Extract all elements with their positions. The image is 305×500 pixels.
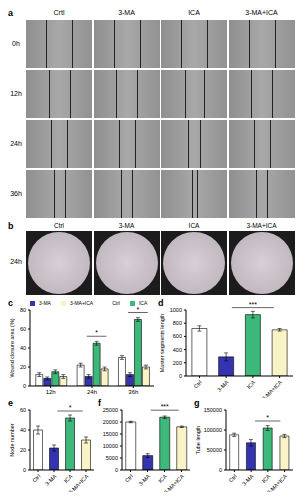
svg-text:400: 400	[173, 347, 182, 353]
html-text:b: b	[8, 221, 14, 231]
svg-text:Ctrl: Ctrl	[228, 473, 238, 483]
svg-text:15000: 15000	[103, 431, 118, 437]
svg-text:0: 0	[23, 383, 26, 389]
svg-text:40: 40	[20, 427, 26, 433]
svg-text:40: 40	[20, 345, 26, 351]
html-text:Ctrl: Ctrl	[53, 222, 64, 229]
svg-text:100000: 100000	[204, 427, 222, 433]
svg-text:*: *	[266, 414, 269, 421]
html-text:3-MA: 3-MA	[118, 9, 135, 16]
html-text:ICA: ICA	[188, 222, 200, 229]
html-text:f: f	[98, 398, 101, 408]
svg-text:3-MA+ICA: 3-MA+ICA	[67, 473, 90, 492]
svg-text:12h: 12h	[46, 389, 56, 395]
html-text:ICA: ICA	[188, 9, 200, 16]
svg-text:Master segments length: Master segments length	[159, 314, 165, 373]
svg-text:20: 20	[20, 447, 26, 453]
svg-text:Ctrl: Ctrl	[124, 473, 134, 483]
svg-text:50000: 50000	[207, 447, 222, 453]
svg-text:20: 20	[20, 364, 26, 370]
html-text:3-MA+ICA: 3-MA+ICA	[246, 222, 277, 229]
svg-text:800: 800	[173, 320, 182, 326]
svg-text:36h: 36h	[128, 389, 138, 395]
html-text:3-MA: 3-MA	[118, 222, 135, 229]
html-text:a: a	[8, 8, 13, 18]
svg-text:***: ***	[161, 403, 169, 410]
html-text:36h: 36h	[10, 190, 22, 197]
svg-text:***: ***	[249, 301, 257, 308]
html-text:g: g	[194, 398, 200, 408]
svg-text:Ctrl: Ctrl	[31, 473, 41, 483]
svg-text:ICA: ICA	[246, 379, 257, 390]
svg-text:1000: 1000	[170, 307, 182, 313]
html-text:24h: 24h	[10, 140, 22, 147]
svg-text:Ctrl: Ctrl	[193, 379, 203, 389]
svg-text:3-MA: 3-MA	[137, 473, 151, 487]
svg-text:150000: 150000	[204, 407, 222, 413]
svg-text:3-MA+ICA: 3-MA+ICA	[266, 473, 289, 492]
svg-text:3-MA: 3-MA	[216, 379, 230, 393]
svg-text:ICA: ICA	[63, 473, 74, 484]
html-text:24h: 24h	[10, 258, 22, 265]
svg-text:600: 600	[173, 333, 182, 339]
svg-text:*: *	[69, 404, 72, 411]
svg-text:60: 60	[20, 326, 26, 332]
svg-text:0: 0	[23, 467, 26, 473]
svg-text:10000: 10000	[103, 443, 118, 449]
html-text:3-MA+ICA: 3-MA+ICA	[245, 9, 278, 16]
html-text:c: c	[8, 298, 13, 308]
svg-text:25000: 25000	[103, 407, 118, 413]
html-text:12h: 12h	[10, 90, 22, 97]
svg-text:Node number: Node number	[9, 423, 15, 456]
html-text:d: d	[158, 298, 164, 308]
svg-text:*: *	[95, 329, 98, 336]
svg-text:200: 200	[173, 360, 182, 366]
svg-text:ICA: ICA	[157, 473, 168, 484]
html-text:Crtl: Crtl	[53, 9, 65, 16]
svg-text:0: 0	[219, 467, 222, 473]
html-text:Ctrl: Ctrl	[112, 300, 120, 306]
svg-text:ICA: ICA	[261, 473, 272, 484]
svg-text:24h: 24h	[87, 389, 97, 395]
svg-text:3-MA+ICA: 3-MA+ICA	[261, 379, 284, 398]
svg-text:80: 80	[20, 307, 26, 313]
html-text:3-MA+ICA: 3-MA+ICA	[70, 300, 94, 306]
svg-text:20000: 20000	[103, 419, 118, 425]
svg-text:60: 60	[20, 407, 26, 413]
svg-text:0: 0	[115, 467, 118, 473]
svg-text:3-MA: 3-MA	[44, 473, 58, 487]
svg-text:3-MA+ICA: 3-MA+ICA	[163, 473, 186, 492]
html-text:ICA: ICA	[138, 300, 148, 306]
svg-text:*: *	[137, 306, 140, 313]
svg-text:Tube length: Tube length	[195, 426, 201, 455]
svg-text:Wound closure area (%): Wound closure area (%)	[9, 318, 15, 377]
html-text:3-MA: 3-MA	[39, 300, 51, 306]
svg-text:0: 0	[179, 373, 182, 379]
svg-text:5000: 5000	[106, 455, 118, 461]
html-text:0h: 0h	[12, 40, 20, 47]
html-text:e: e	[8, 398, 13, 408]
svg-text:3-MA: 3-MA	[241, 473, 255, 487]
